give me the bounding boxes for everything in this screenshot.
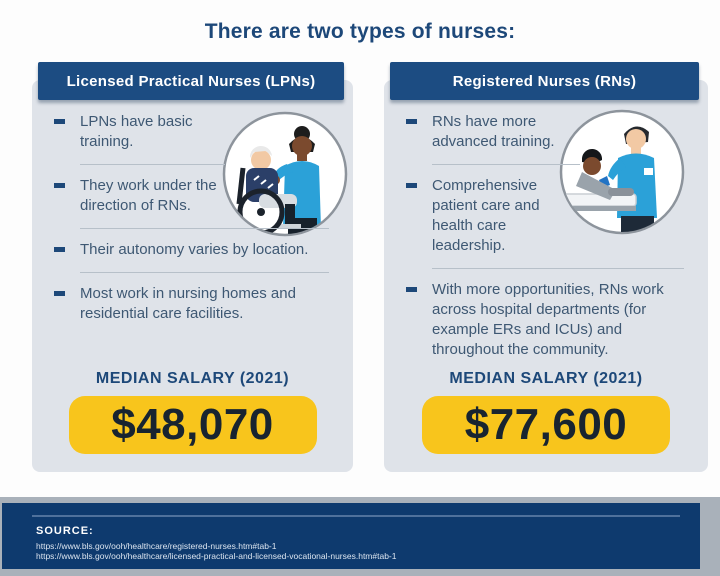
bullet-text: With more opportunities, RNs work across…	[432, 281, 664, 358]
source-url: https://www.bls.gov/ooh/healthcare/regis…	[36, 541, 277, 551]
bottom-band: SOURCE: https://www.bls.gov/ooh/healthca…	[0, 497, 720, 576]
lpn-card-title: Licensed Practical Nurses (LPNs)	[66, 72, 316, 90]
nurse-with-patient-in-hospital-bed-icon	[558, 108, 686, 236]
bullet-item: RNs have more advanced training.	[406, 106, 684, 164]
lpn-card-header: Licensed Practical Nurses (LPNs)	[38, 62, 344, 100]
bullet-item: They work under the direction of RNs.	[54, 164, 329, 228]
rn-salary-badge: $77,600	[422, 396, 670, 454]
bullet-item: Most work in nursing homes and residenti…	[54, 272, 329, 336]
bullet-text: Most work in nursing homes and residenti…	[80, 285, 296, 322]
nurse-with-elderly-patient-in-wheelchair-icon	[221, 110, 349, 238]
bullet-square-icon	[54, 119, 65, 124]
bullet-item: Comprehensive patient care and health ca…	[406, 164, 684, 268]
bullet-text: LPNs have basic training.	[80, 113, 193, 150]
bullet-square-icon	[54, 291, 65, 296]
source-url: https://www.bls.gov/ooh/healthcare/licen…	[36, 551, 397, 561]
lpn-salary-value: $48,070	[111, 400, 274, 449]
bullet-square-icon	[406, 287, 417, 292]
bullet-square-icon	[406, 119, 417, 124]
bullet-text: RNs have more advanced training.	[432, 113, 555, 150]
lpn-bullet-list: LPNs have basic training. They work unde…	[54, 106, 329, 336]
bullet-item: With more opportunities, RNs work across…	[406, 268, 684, 372]
source-panel: SOURCE: https://www.bls.gov/ooh/healthca…	[2, 503, 700, 569]
rn-salary-label: MEDIAN SALARY (2021)	[449, 370, 643, 387]
lpn-card: Licensed Practical Nurses (LPNs)	[32, 62, 353, 472]
lpn-salary-label: MEDIAN SALARY (2021)	[95, 370, 290, 387]
source-label: SOURCE:	[36, 525, 94, 537]
bullet-item: Their autonomy varies by location.	[54, 228, 329, 272]
rn-card-title: Registered Nurses (RNs)	[452, 72, 637, 90]
footer-divider	[32, 515, 680, 517]
bullet-square-icon	[406, 183, 417, 188]
page-title: There are two types of nurses:	[204, 20, 516, 43]
rn-salary-value: $77,600	[464, 400, 628, 449]
bullet-text: They work under the direction of RNs.	[80, 177, 217, 214]
bullet-square-icon	[54, 247, 65, 252]
rn-card-header: Registered Nurses (RNs)	[390, 62, 699, 100]
rn-bullet-list: RNs have more advanced training. Compreh…	[406, 106, 684, 372]
bullet-text: Comprehensive patient care and health ca…	[432, 177, 540, 254]
bullet-item: LPNs have basic training.	[54, 106, 329, 164]
bullet-square-icon	[54, 183, 65, 188]
rn-card: Registered Nurses (RNs)	[384, 62, 708, 472]
lpn-salary-badge: $48,070	[68, 396, 317, 454]
source-urls: https://www.bls.gov/ooh/healthcare/regis…	[36, 541, 397, 561]
bullet-text: Their autonomy varies by location.	[80, 241, 309, 258]
